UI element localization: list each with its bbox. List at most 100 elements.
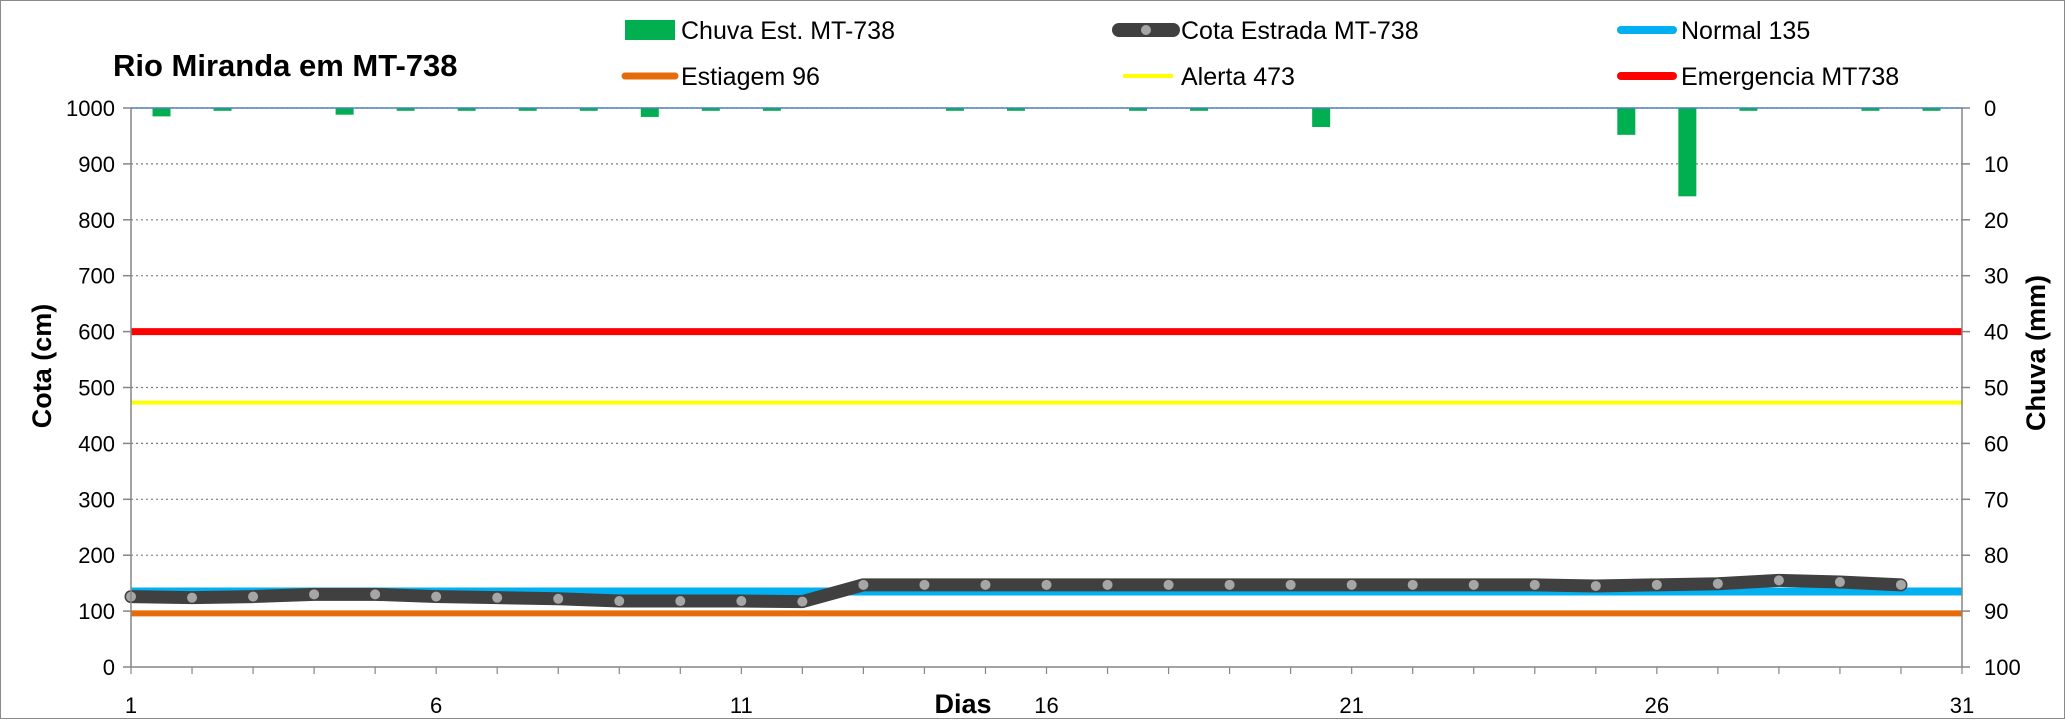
cota-series-layer	[124, 573, 1908, 609]
y2-tick-label: 50	[1984, 376, 2008, 401]
cota-point	[980, 579, 991, 590]
cota-point	[1102, 579, 1113, 590]
cota-point	[1651, 579, 1662, 590]
y2-tick-label: 100	[1984, 655, 2021, 680]
y2-tick-label: 0	[1984, 96, 1996, 121]
rain-bar	[335, 108, 354, 115]
rain-bars-layer	[152, 108, 1941, 197]
y-tick-label: 900	[78, 152, 115, 177]
y2-tick-label: 80	[1984, 543, 2008, 568]
cota-point	[1285, 579, 1296, 590]
x-tick-label: 11	[730, 693, 753, 718]
rain-bar	[396, 108, 415, 111]
y2-tick-label: 30	[1984, 264, 2008, 289]
chart-title: Rio Miranda em MT-738	[113, 48, 458, 83]
cota-point	[858, 579, 869, 590]
rain-bar	[1129, 108, 1148, 111]
rain-bar	[1739, 108, 1758, 111]
legend-label-normal: Normal 135	[1681, 17, 1810, 45]
legend-swatch-rain	[625, 20, 675, 40]
rain-bar	[1678, 108, 1697, 197]
cota-point	[1773, 575, 1784, 586]
cota-point	[1041, 579, 1052, 590]
rain-bar	[640, 108, 659, 117]
y-tick-label: 1000	[66, 96, 115, 121]
legend-label-estiagem: Estiagem 96	[681, 63, 820, 91]
rain-bar	[1617, 108, 1636, 135]
cota-point	[370, 589, 381, 600]
legend-item-emergencia: Emergencia MT738	[1617, 63, 1899, 91]
cota-point	[1590, 580, 1601, 591]
legend-marker-cota	[1141, 25, 1151, 35]
y-axis-label: Cota (cm)	[27, 304, 57, 429]
rain-bar	[213, 108, 232, 111]
cota-point	[431, 591, 442, 602]
cota-point	[248, 591, 259, 602]
legend: Chuva Est. MT-738 Cota Estrada MT-738 No…	[621, 17, 1899, 91]
cota-point	[1224, 579, 1235, 590]
cota-point	[797, 596, 808, 607]
legend-item-cota: Cota Estrada MT-738	[1112, 17, 1419, 45]
rain-bar	[1922, 108, 1941, 111]
legend-label-emergencia: Emergencia MT738	[1681, 63, 1899, 91]
rain-bar	[457, 108, 476, 111]
cota-point	[919, 579, 930, 590]
rain-bar	[1861, 108, 1880, 111]
rain-bar	[1312, 108, 1331, 128]
y2-tick-label: 40	[1984, 320, 2008, 345]
legend-item-rain: Chuva Est. MT-738	[625, 17, 895, 45]
y2-tick-label: 90	[1984, 599, 2008, 624]
legend-label-rain: Chuva Est. MT-738	[681, 17, 895, 45]
legend-item-normal: Normal 135	[1617, 17, 1810, 45]
y-tick-label: 300	[78, 487, 115, 512]
y-tick-label: 100	[78, 599, 115, 624]
rain-bar	[1190, 108, 1209, 111]
x-tick-label: 26	[1645, 693, 1669, 718]
cota-point	[187, 592, 198, 603]
rain-bar	[152, 108, 171, 117]
y-tick-label: 500	[78, 376, 115, 401]
x-tick-label: 31	[1950, 693, 1974, 718]
cota-point	[1895, 579, 1906, 590]
y-tick-label: 800	[78, 208, 115, 233]
y-tick-label: 200	[78, 543, 115, 568]
axes-layer: 0100200300400500600700800900100010090807…	[66, 96, 2021, 718]
y2-tick-label: 10	[1984, 152, 2008, 177]
y2-tick-label: 70	[1984, 487, 2008, 512]
y2-tick-label: 60	[1984, 431, 2008, 456]
x-tick-label: 16	[1034, 693, 1058, 718]
rain-bar	[518, 108, 537, 111]
cota-point	[614, 596, 625, 607]
y2-axis-label: Chuva (mm)	[2021, 275, 2051, 431]
cota-point	[1346, 579, 1357, 590]
cota-point	[1529, 579, 1540, 590]
legend-item-alerta: Alerta 473	[1123, 63, 1295, 91]
cota-series-line	[124, 573, 1908, 609]
cota-point	[1712, 578, 1723, 589]
cota-point	[1407, 579, 1418, 590]
legend-label-cota: Cota Estrada MT-738	[1181, 17, 1419, 45]
x-axis-label: Dias	[934, 689, 991, 719]
reference-lines-layer	[131, 328, 1962, 617]
cota-point	[492, 592, 503, 603]
rain-bar	[579, 108, 598, 111]
legend-label-alerta: Alerta 473	[1181, 63, 1295, 91]
y-tick-label: 0	[103, 655, 115, 680]
cota-point	[1468, 579, 1479, 590]
x-tick-label: 6	[430, 693, 442, 718]
y-tick-label: 400	[78, 431, 115, 456]
y-tick-label: 700	[78, 264, 115, 289]
rain-bar	[762, 108, 781, 111]
cota-point	[675, 596, 686, 607]
cota-point	[553, 593, 564, 604]
legend-item-estiagem: Estiagem 96	[621, 63, 820, 91]
rain-bar	[945, 108, 964, 111]
rain-bar	[1006, 108, 1025, 111]
x-tick-label: 21	[1339, 693, 1363, 718]
x-tick-label: 1	[125, 693, 137, 718]
y-tick-label: 600	[78, 320, 115, 345]
cota-point	[736, 596, 747, 607]
y2-tick-label: 20	[1984, 208, 2008, 233]
